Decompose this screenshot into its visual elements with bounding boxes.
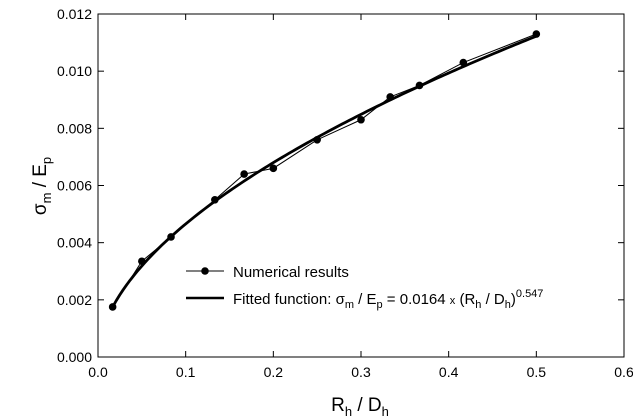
legend-numerical-marker: [201, 267, 209, 275]
numerical-result-point: [532, 30, 541, 38]
numerical-result-point: [459, 58, 468, 67]
x-tick-label: 0.5: [527, 364, 547, 380]
numerical-result-point: [138, 257, 146, 266]
y-tick-label: 0.010: [57, 63, 92, 79]
numerical-result-point: [108, 303, 117, 311]
series-layer: [108, 30, 541, 311]
numerical-result-point: [269, 164, 278, 173]
y-tick-label: 0.012: [57, 6, 92, 22]
y-tick-label: 0.002: [57, 292, 92, 308]
x-tick-label: 0.1: [176, 364, 196, 380]
x-tick-label: 0.2: [264, 364, 284, 380]
numerical-result-point: [211, 195, 219, 204]
legend-fit-label: Fitted function: σm / Ep = 0.0164 x (Rh …: [233, 288, 543, 311]
x-axis-label: Rh / Dh: [331, 395, 389, 419]
y-tick-label: 0.006: [57, 178, 92, 194]
x-tick-label: 0.4: [439, 364, 459, 380]
legend: Numerical results Fitted function: σm / …: [186, 264, 543, 311]
numerical-result-point: [357, 115, 365, 124]
numerical-result-point: [313, 135, 321, 144]
y-axis: 0.000 0.002 0.004 0.006 0.008 0.010 0.012: [57, 6, 624, 365]
numerical-result-point: [415, 81, 424, 90]
y-tick-label: 0.000: [57, 349, 92, 365]
x-tick-label: 0.3: [351, 364, 371, 380]
y-tick-label: 0.008: [57, 120, 92, 136]
numerical-results-line: [112, 33, 537, 308]
y-axis-label: σm / Ep: [30, 157, 54, 215]
legend-numerical-label: Numerical results: [233, 264, 349, 281]
numerical-result-point: [240, 170, 248, 178]
numerical-result-point: [167, 233, 175, 241]
x-tick-label: 0.0: [88, 364, 108, 380]
numerical-result-point: [386, 93, 394, 101]
x-tick-label: 0.6: [614, 364, 633, 380]
y-tick-label: 0.004: [57, 235, 92, 251]
x-axis: 0.0 0.1 0.2 0.3 0.4 0.5 0.6: [88, 14, 633, 380]
